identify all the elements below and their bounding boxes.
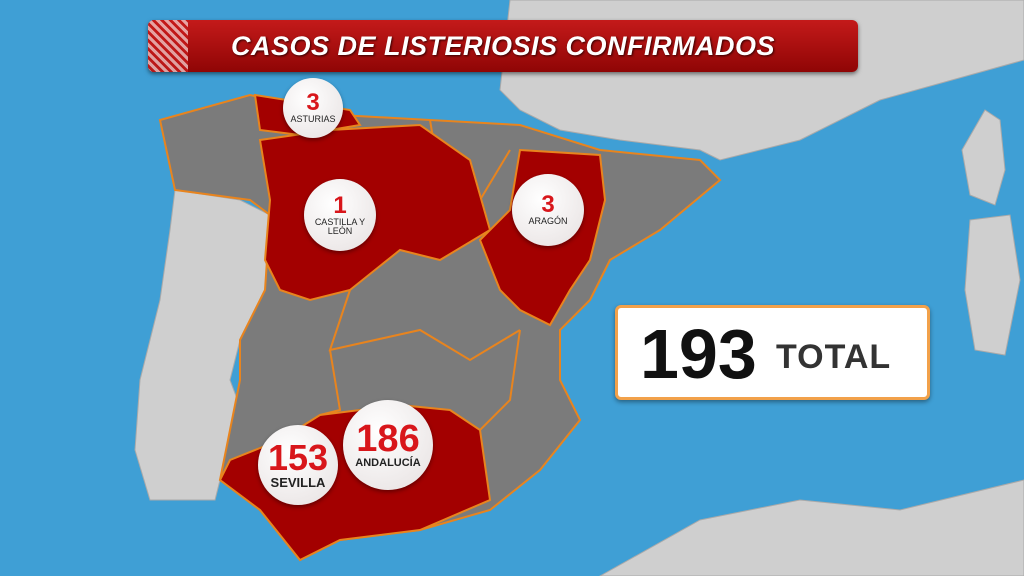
region-count: 153 <box>267 437 329 479</box>
region-bubble: 153 SEVILLA <box>258 425 338 505</box>
title: CASOS DE LISTERIOSIS CONFIRMADOS <box>230 31 776 61</box>
sardinia <box>964 214 1021 356</box>
region-bubble: 3 ARAGÓN <box>512 174 584 246</box>
region-name: CASTILLA Y LEÓN <box>314 216 366 236</box>
total-value: 193 <box>640 315 757 393</box>
region-count: 3 <box>306 89 320 117</box>
total-label: TOTAL <box>776 338 892 376</box>
region-border <box>328 289 521 362</box>
region-border <box>479 329 521 431</box>
region-name: ANDALUCÍA <box>355 457 421 470</box>
region-name: SEVILLA <box>270 475 326 491</box>
region-bubble: 1 CASTILLA Y LEÓN <box>304 179 376 251</box>
title-banner: CASOS DE LISTERIOSIS CONFIRMADOS <box>148 20 858 72</box>
africa <box>598 479 1024 576</box>
banner-pattern <box>148 20 188 72</box>
region-count: 3 <box>541 191 555 219</box>
region-name: ASTURIAS <box>290 114 336 125</box>
region-count: 1 <box>333 191 347 219</box>
corsica <box>961 109 1006 206</box>
total-box: 193 TOTAL <box>615 305 930 400</box>
region-bubble: 186 ANDALUCÍA <box>343 400 433 490</box>
region-bubble: 3 ASTURIAS <box>283 78 343 138</box>
region-count: 186 <box>356 418 420 461</box>
region-name: ARAGÓN <box>528 216 568 227</box>
